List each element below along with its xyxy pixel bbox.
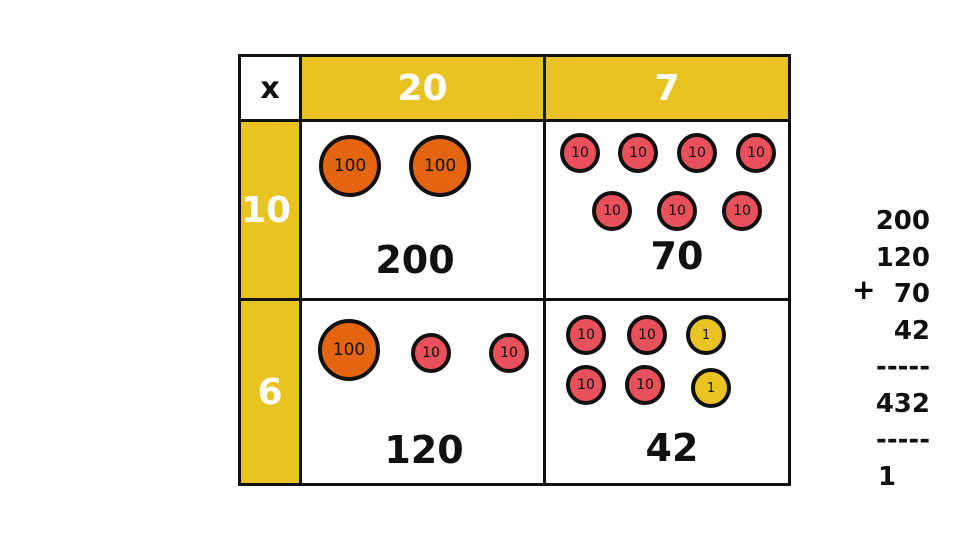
cell-total: 42 (645, 426, 699, 470)
coin-10: 10 (736, 133, 776, 173)
coin-100: 100 (318, 319, 380, 381)
sum-divider: ----- (876, 352, 930, 382)
row-header-10: 10 (238, 119, 302, 301)
coin-10: 10 (625, 365, 665, 405)
sum-result: 432 (875, 388, 930, 419)
coin-10: 10 (566, 315, 606, 355)
cell-total: 200 (375, 238, 455, 282)
plus-sign: + (852, 273, 876, 306)
coin-1: 1 (686, 315, 726, 355)
coin-1: 1 (691, 368, 731, 408)
coin-10: 10 (592, 191, 632, 231)
coin-10: 10 (560, 133, 600, 173)
coin-10: 10 (677, 133, 717, 173)
sum-line: 120 (875, 242, 930, 273)
sum-line: 42 (893, 315, 930, 346)
sum-line: 70 (893, 279, 930, 309)
coin-10: 10 (627, 315, 667, 355)
grid-method-table: x 20 7 10 6 (238, 54, 791, 486)
coin-10: 10 (657, 191, 697, 231)
row-header-6: 6 (238, 298, 302, 486)
cell-total: 70 (650, 234, 704, 278)
coin-100: 100 (409, 135, 471, 197)
coin-10: 10 (618, 133, 658, 173)
coin-10: 10 (566, 365, 606, 405)
carry-digit: 1 (878, 461, 897, 492)
coin-10: 10 (722, 191, 762, 231)
operator-cell: x (238, 54, 302, 122)
sum-line: 200 (875, 206, 930, 236)
cell-6x7 (543, 298, 791, 486)
coin-10: 10 (411, 333, 451, 373)
column-addition: 200 120 70 42 ----- 432 ----- 1 (850, 203, 930, 495)
coin-100: 100 (319, 135, 381, 197)
sum-divider: ----- (876, 425, 930, 455)
coin-10: 10 (489, 333, 529, 373)
column-header-20: 20 (299, 54, 546, 122)
column-header-7: 7 (543, 54, 791, 122)
cell-total: 120 (384, 428, 464, 472)
